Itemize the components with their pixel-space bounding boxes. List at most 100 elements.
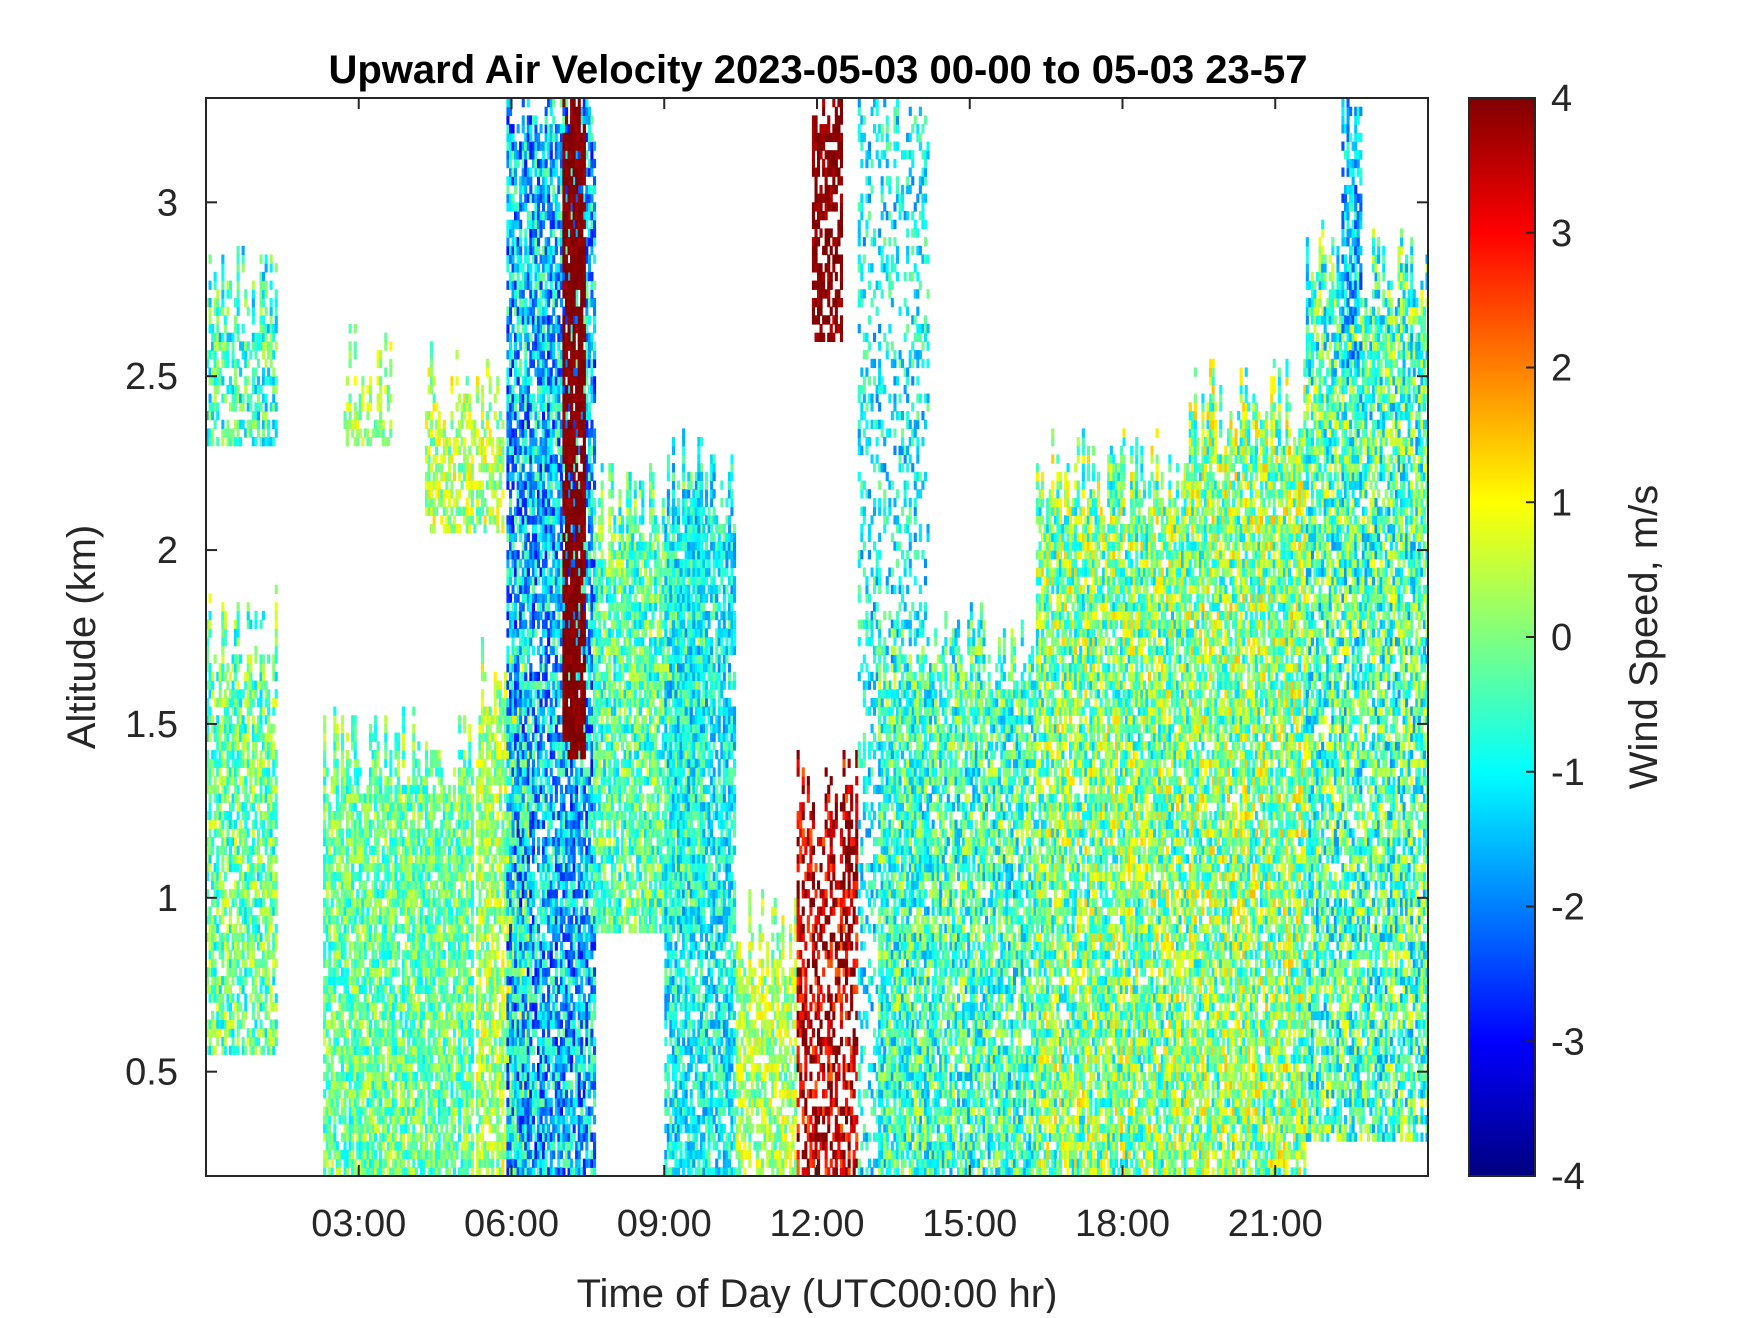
heatmap-cell — [470, 428, 474, 438]
heatmap-cell — [333, 880, 337, 890]
heatmap-cell — [452, 828, 456, 838]
heatmap-cell — [333, 776, 337, 786]
heatmap-cell — [226, 767, 230, 777]
heatmap-cell — [356, 1054, 360, 1064]
heatmap-cell — [264, 741, 268, 751]
heatmap-cell — [333, 1045, 337, 1055]
heatmap-cell — [368, 1132, 372, 1142]
heatmap-cell — [422, 854, 426, 864]
heatmap-cell — [407, 1080, 411, 1090]
heatmap-cell — [422, 1045, 426, 1055]
heatmap-cell — [264, 324, 268, 334]
heatmap-cell — [208, 663, 212, 673]
heatmap-cell — [325, 828, 329, 838]
heatmap-cell — [361, 897, 365, 908]
heatmap-cell — [491, 463, 495, 473]
heatmap-cell — [381, 1123, 385, 1134]
heatmap-cell — [437, 854, 441, 864]
heatmap-cell — [216, 1019, 220, 1029]
heatmap-cell — [470, 880, 474, 890]
heatmap-cell — [488, 706, 492, 716]
heatmap-cell — [236, 280, 240, 290]
heatmap-cell — [509, 993, 513, 1003]
heatmap-cell — [221, 602, 225, 612]
heatmap-cell — [412, 837, 416, 847]
heatmap-cell — [346, 958, 350, 968]
heatmap-cell — [493, 871, 497, 881]
heatmap-cell — [262, 367, 266, 377]
heatmap-cell — [323, 784, 327, 795]
heatmap-cell — [409, 1115, 413, 1125]
heatmap-cell — [468, 1036, 472, 1047]
heatmap-cell — [358, 1106, 362, 1116]
heatmap-cell — [432, 1019, 436, 1029]
heatmap-cell — [340, 845, 344, 855]
heatmap-cell — [208, 810, 212, 821]
heatmap-cell — [514, 837, 518, 847]
heatmap-cell — [384, 1080, 388, 1090]
heatmap-cell — [236, 1036, 240, 1047]
heatmap-cell — [501, 767, 505, 777]
heatmap-cell — [374, 906, 378, 916]
heatmap-cell — [491, 1089, 495, 1099]
heatmap-cell — [269, 1002, 273, 1012]
heatmap-cell — [407, 1054, 411, 1064]
heatmap-cell — [404, 1167, 408, 1176]
heatmap-cell — [480, 497, 484, 508]
heatmap-cell — [343, 871, 347, 881]
heatmap-cell — [338, 854, 342, 864]
heatmap-cell — [486, 923, 490, 934]
heatmap-cell — [223, 758, 227, 768]
heatmap-cell — [325, 993, 329, 1003]
heatmap-cell — [442, 428, 446, 438]
heatmap-cell — [251, 897, 255, 908]
heatmap-cell — [206, 428, 210, 438]
heatmap-cell — [323, 732, 327, 742]
heatmap-cell — [478, 984, 482, 994]
heatmap-cell — [455, 906, 459, 916]
heatmap-cell — [346, 810, 350, 821]
heatmap-cell — [221, 1045, 225, 1055]
heatmap-cell — [353, 1010, 357, 1021]
heatmap-cell — [246, 732, 250, 742]
heatmap-cell — [455, 854, 459, 864]
heatmap-cell — [384, 906, 388, 916]
heatmap-cell — [396, 802, 400, 812]
heatmap-cell — [249, 697, 253, 708]
heatmap-cell — [256, 793, 260, 803]
heatmap-cell — [498, 1036, 502, 1047]
heatmap-cell — [424, 793, 428, 803]
heatmap-cell — [272, 697, 276, 708]
heatmap-cell — [419, 784, 423, 795]
heatmap-cell — [251, 315, 255, 325]
heatmap-cell — [463, 1158, 467, 1168]
heatmap-cell — [496, 463, 500, 473]
heatmap-cell — [333, 915, 337, 925]
heatmap-cell — [422, 837, 426, 847]
heatmap-cell — [267, 871, 271, 881]
heatmap-cell — [475, 376, 479, 386]
heatmap-cell — [351, 828, 355, 838]
heatmap-cell — [437, 897, 441, 908]
heatmap-cell — [396, 758, 400, 768]
heatmap-cell — [323, 1010, 327, 1021]
heatmap-cell — [269, 950, 273, 960]
heatmap-cell — [450, 810, 454, 821]
heatmap-cell — [361, 393, 365, 403]
heatmap-cell — [330, 993, 334, 1003]
heatmap-cell — [251, 1036, 255, 1047]
heatmap-cell — [491, 993, 495, 1003]
heatmap-cell — [363, 863, 367, 873]
heatmap-cell — [384, 1028, 388, 1038]
heatmap-cell — [445, 1019, 449, 1029]
heatmap-cell — [249, 671, 253, 682]
heatmap-cell — [259, 732, 263, 742]
heatmap-cell — [264, 376, 268, 386]
heatmap-cell — [483, 1036, 487, 1047]
heatmap-cell — [358, 1002, 362, 1012]
heatmap-cell — [478, 993, 482, 1003]
heatmap-cell — [463, 1010, 467, 1021]
heatmap-cell — [259, 280, 263, 290]
heatmap-cell — [335, 967, 339, 977]
heatmap-cell — [358, 863, 362, 873]
